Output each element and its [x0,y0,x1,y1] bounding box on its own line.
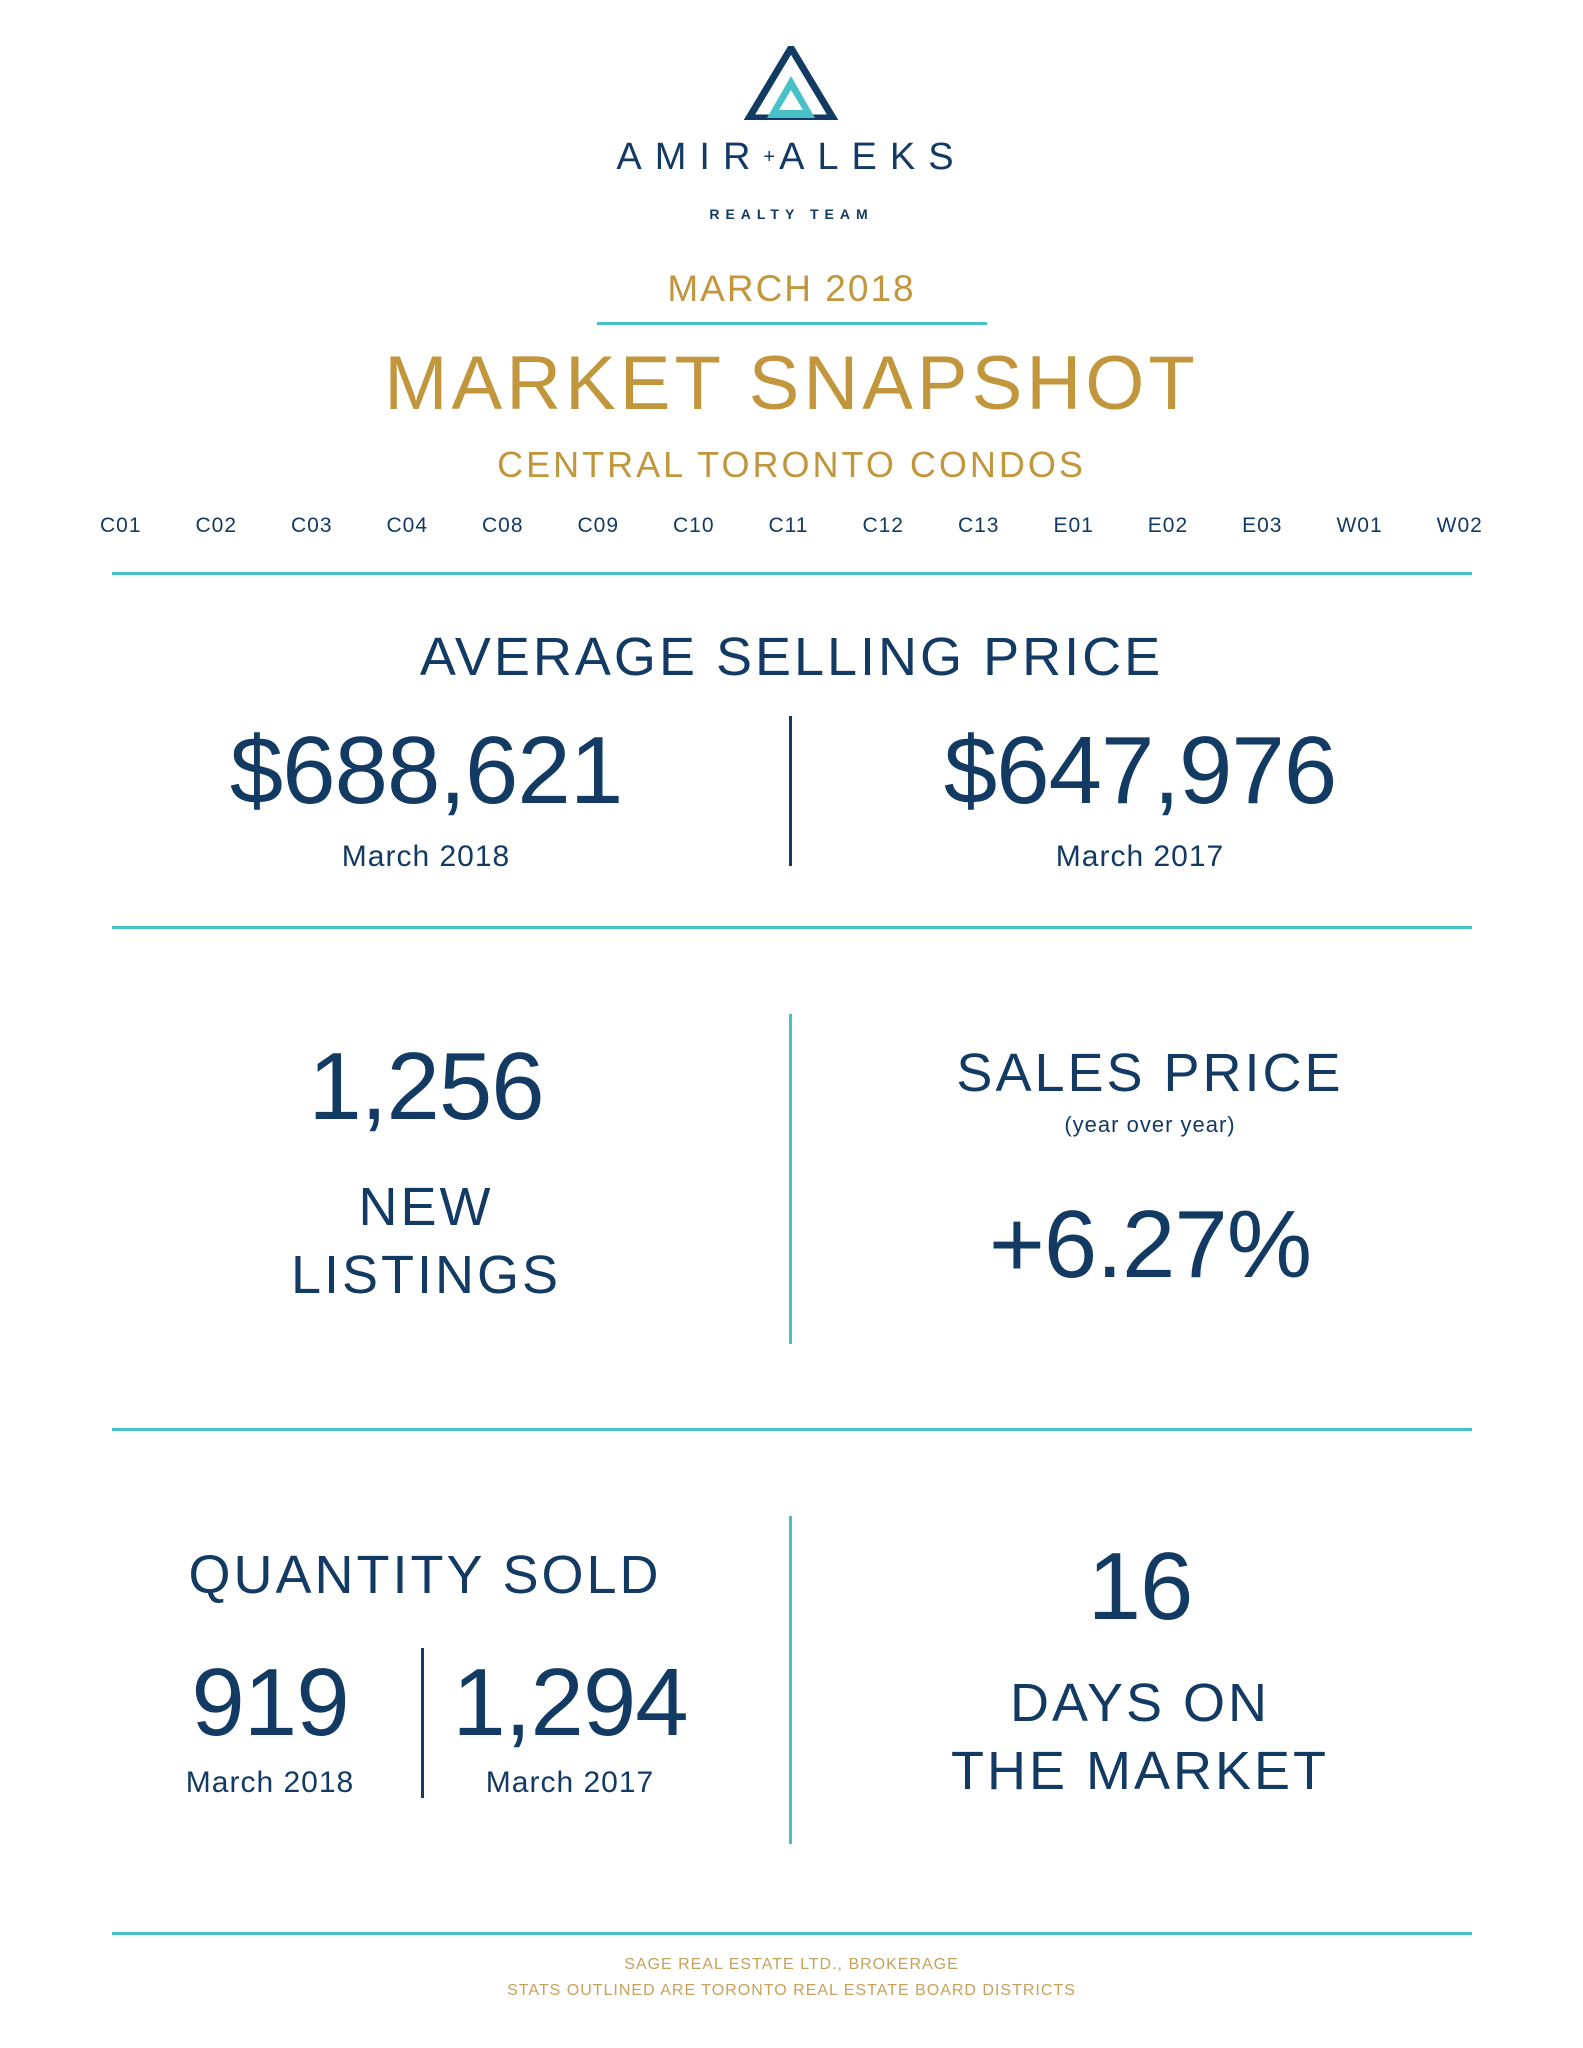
sales-price-note: (year over year) [1064,1112,1236,1137]
footer-brokerage: SAGE REAL ESTATE LTD., BROKERAGE [624,1956,959,1973]
brand-right: ALEKS [779,136,967,178]
quantity-sold-previous: 1,294 [452,1649,688,1756]
days-on-market-label-1: DAYS ON [1009,1673,1271,1733]
district-item: E01 [1053,514,1094,537]
report-month: MARCH 2018 [667,268,916,309]
district-item: C13 [957,514,1000,537]
district-item: E02 [1147,514,1189,537]
avg-price-previous: $647,976 [943,717,1337,824]
district-item: C10 [673,514,715,537]
new-listings-label-2: LISTINGS [290,1245,562,1305]
district-item: C02 [195,514,238,537]
quantity-sold-previous-label: March 2017 [485,1766,655,1799]
page-title: MARKET SNAPSHOT [384,341,1199,426]
avg-price-previous-label: March 2017 [1055,840,1225,873]
quantity-sold-separator [421,1648,424,1798]
district-item: C08 [482,514,524,537]
brand-left: AMIR [616,136,764,178]
section-separator [789,1516,792,1844]
district-item: C11 [768,514,809,537]
divider [112,926,1472,929]
district-item: W02 [1436,514,1483,537]
quantity-sold-current: 919 [191,1649,349,1756]
avg-price-heading: AVERAGE SELLING PRICE [419,627,1164,687]
divider [112,572,1472,575]
month-underline [597,322,987,325]
sales-price-value: +6.27% [988,1191,1312,1298]
district-item: C04 [386,514,429,537]
district-item: C12 [862,514,904,537]
sub-brand: REALTY TEAM [709,206,874,222]
district-item: C03 [291,514,333,537]
days-on-market-label-2: THE MARKET [950,1741,1330,1801]
footer-note: STATS OUTLINED ARE TORONTO REAL ESTATE B… [507,1982,1076,1999]
divider [112,1932,1472,1935]
district-item: C01 [100,514,142,537]
district-list: C01 C02 C03 C04 C08 C09 C10 C11 C12 C13 … [100,514,1483,538]
logo-icon [743,46,839,120]
avg-price-separator [789,716,792,866]
page-subtitle: CENTRAL TORONTO CONDOS [497,444,1086,485]
section-separator [789,1014,792,1344]
avg-price-current: $688,621 [229,717,623,824]
avg-price-current-label: March 2018 [341,840,511,873]
quantity-sold-current-label: March 2018 [185,1766,355,1799]
brand-name: AMIR+ALEKS [0,136,1583,179]
sales-price-heading: SALES PRICE [956,1043,1344,1103]
district-item: W01 [1336,514,1383,537]
days-on-market-value: 16 [1087,1533,1194,1640]
brand-plus: + [763,146,780,168]
district-item: E03 [1242,514,1283,537]
district-item: C09 [577,514,620,537]
new-listings-label-1: NEW [358,1177,494,1237]
new-listings-value: 1,256 [308,1033,544,1140]
divider [112,1428,1472,1431]
quantity-sold-heading: QUANTITY SOLD [188,1545,662,1605]
